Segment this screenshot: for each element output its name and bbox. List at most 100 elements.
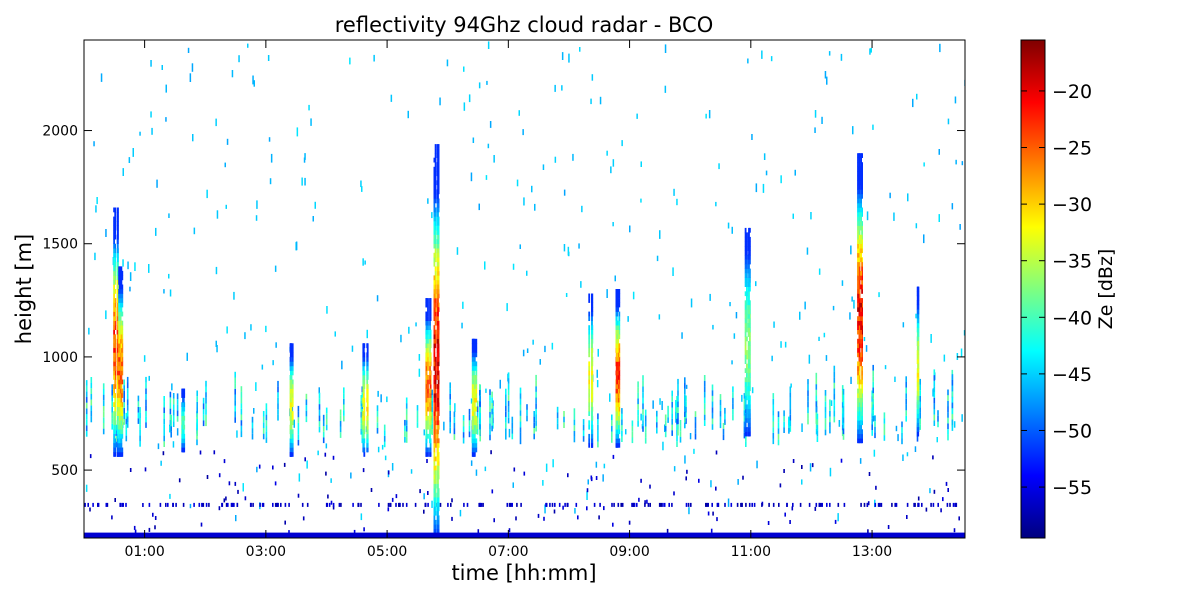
reflectivity-cell	[361, 392, 364, 398]
reflectivity-cell	[433, 411, 436, 416]
reflectivity-cell	[426, 459, 428, 463]
reflectivity-cell	[434, 356, 437, 362]
reflectivity-cell	[272, 360, 274, 366]
reflectivity-cell	[476, 423, 479, 429]
reflectivity-cell	[113, 334, 115, 340]
reflectivity-cell	[905, 381, 907, 388]
reflectivity-cell	[659, 398, 661, 405]
reflectivity-cell	[588, 293, 591, 299]
reflectivity-cell	[434, 334, 437, 340]
reflectivity-cell	[427, 302, 429, 308]
reflectivity-cell	[90, 393, 93, 400]
reflectivity-cell	[744, 431, 747, 437]
reflectivity-cell	[427, 352, 429, 358]
reflectivity-cell	[916, 354, 919, 360]
reflectivity-cell	[676, 407, 678, 413]
reflectivity-cell	[363, 375, 366, 380]
reflectivity-cell	[861, 207, 863, 213]
reflectivity-cell	[433, 279, 436, 285]
reflectivity-cell	[244, 332, 246, 340]
reflectivity-cell	[860, 207, 862, 213]
reflectivity-cell	[277, 380, 279, 387]
reflectivity-cell	[165, 502, 167, 507]
reflectivity-cell	[114, 393, 117, 398]
reflectivity-cell	[234, 411, 236, 418]
reflectivity-cell	[429, 298, 431, 303]
reflectivity-cell	[116, 275, 119, 281]
reflectivity-cell	[479, 502, 481, 507]
reflectivity-cell	[772, 404, 775, 411]
reflectivity-cell	[676, 430, 678, 436]
reflectivity-cell	[858, 415, 861, 421]
reflectivity-cell	[297, 428, 300, 435]
reflectivity-cell	[551, 342, 554, 350]
reflectivity-cell	[95, 205, 97, 213]
reflectivity-cell	[453, 417, 456, 423]
reflectivity-cell	[959, 224, 961, 230]
reflectivity-cell	[256, 200, 258, 209]
reflectivity-cell	[169, 493, 171, 499]
reflectivity-cell	[434, 433, 437, 439]
reflectivity-cell	[291, 352, 294, 358]
reflectivity-cell	[815, 418, 818, 424]
y-tick-label: 1000	[42, 350, 78, 366]
reflectivity-cell	[784, 341, 787, 348]
reflectivity-cell	[860, 379, 862, 385]
reflectivity-cell	[472, 384, 475, 389]
reflectivity-cell	[616, 307, 618, 312]
reflectivity-cell	[121, 502, 123, 507]
reflectivity-cell	[114, 302, 117, 308]
reflectivity-cell	[431, 412, 433, 418]
reflectivity-cell	[434, 266, 437, 272]
reflectivity-cell	[376, 427, 379, 434]
reflectivity-cell	[637, 398, 639, 405]
reflectivity-cell	[833, 405, 836, 412]
reflectivity-cell	[437, 424, 439, 430]
reflectivity-cell	[425, 447, 428, 453]
reflectivity-cell	[857, 171, 859, 177]
reflectivity-cell	[117, 316, 119, 321]
reflectivity-cell	[437, 356, 439, 362]
reflectivity-cell	[425, 361, 428, 367]
reflectivity-cell	[649, 484, 651, 489]
reflectivity-cell	[642, 380, 644, 387]
reflectivity-cell	[427, 338, 429, 344]
reflectivity-cell	[917, 300, 920, 306]
reflectivity-cell	[861, 212, 863, 217]
reflectivity-cell	[617, 433, 620, 439]
reflectivity-cell	[139, 131, 141, 136]
reflectivity-cell	[434, 243, 437, 249]
reflectivity-cell	[433, 465, 436, 471]
reflectivity-cell	[366, 361, 369, 367]
reflectivity-cell	[202, 409, 205, 415]
reflectivity-cell	[178, 478, 181, 483]
reflectivity-cell	[744, 404, 747, 410]
reflectivity-cell	[816, 436, 819, 442]
reflectivity-cell	[362, 397, 365, 403]
reflectivity-cell	[433, 203, 436, 208]
reflectivity-cell	[588, 361, 591, 367]
reflectivity-cell	[120, 442, 123, 448]
reflectivity-cell	[361, 420, 364, 427]
reflectivity-cell	[473, 424, 476, 430]
reflectivity-cell	[857, 284, 859, 290]
reflectivity-cell	[434, 375, 437, 380]
reflectivity-cell	[746, 282, 748, 287]
reflectivity-cell	[433, 488, 436, 493]
reflectivity-cell	[744, 422, 747, 428]
reflectivity-cell	[233, 291, 235, 300]
reflectivity-cell	[118, 325, 120, 330]
reflectivity-cell	[616, 388, 618, 394]
reflectivity-cell	[366, 356, 369, 362]
reflectivity-cell	[433, 375, 436, 380]
reflectivity-cell	[479, 395, 481, 402]
reflectivity-cell	[617, 420, 620, 426]
reflectivity-cell	[748, 363, 750, 369]
reflectivity-cell	[196, 396, 198, 402]
reflectivity-cell	[861, 411, 863, 416]
reflectivity-cell	[317, 450, 319, 456]
reflectivity-cell	[429, 397, 431, 403]
reflectivity-cell	[437, 180, 439, 186]
reflectivity-cell	[196, 433, 198, 440]
reflectivity-cell	[434, 175, 437, 181]
